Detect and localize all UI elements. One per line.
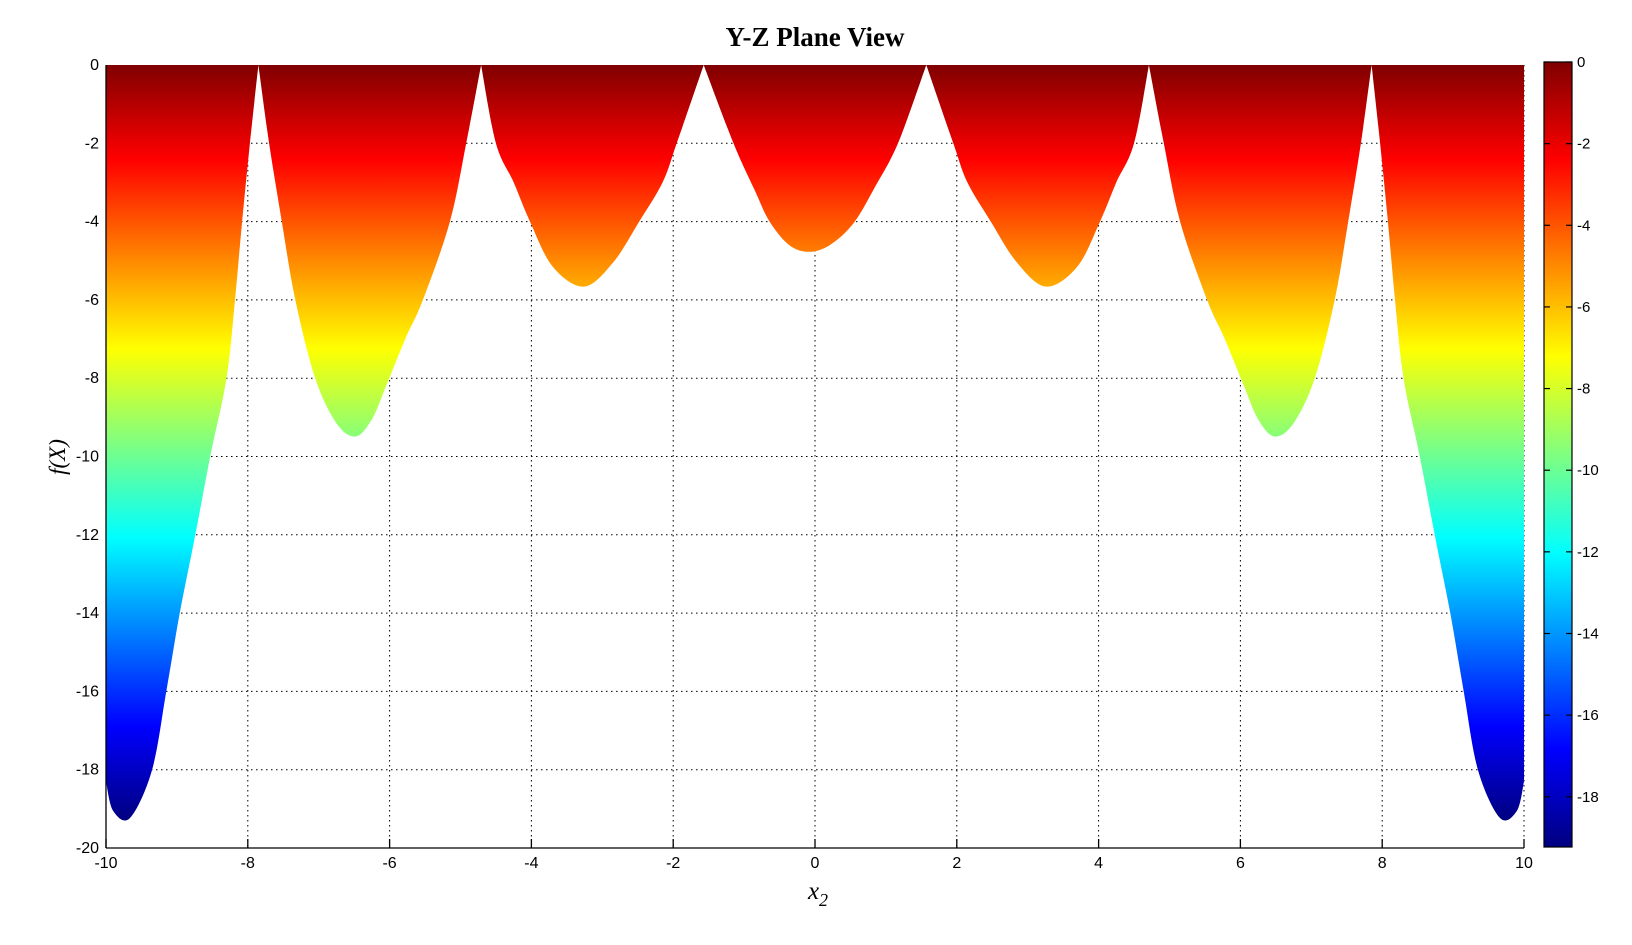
chart-title: Y-Z Plane View (725, 22, 905, 52)
y-tick-label: -10 (76, 449, 99, 466)
y-tick-label: 0 (90, 57, 99, 74)
y-tick-label: -8 (85, 370, 99, 387)
x-axis-label-base: x (807, 878, 820, 905)
x-tick-label: -2 (666, 855, 680, 872)
y-tick-label: -4 (85, 214, 99, 231)
y-tick-label: -20 (76, 840, 99, 857)
colorbar-tick-label: -8 (1577, 381, 1590, 398)
x-tick-label: 8 (1378, 855, 1387, 872)
y-tick-label: -6 (85, 292, 99, 309)
x-tick-label: 4 (1094, 855, 1103, 872)
x-tick-label: -4 (524, 855, 538, 872)
y-tick-label: -2 (85, 135, 99, 152)
y-tick-label: -18 (76, 762, 99, 779)
x-axis-label-subscript: 2 (819, 890, 829, 910)
x-tick-label: 10 (1515, 855, 1533, 872)
y-axis-label: f(X) (45, 439, 70, 475)
y-tick-label: -16 (76, 683, 99, 700)
surface-silhouette (106, 65, 1524, 821)
colorbar-tick-label: -16 (1577, 707, 1599, 724)
colorbar-gradient (1543, 61, 1573, 848)
colorbar-tick-label: -12 (1577, 544, 1599, 561)
y-tick-label: -12 (76, 527, 99, 544)
x-tick-label: -10 (94, 855, 117, 872)
colorbar-tick-label: -2 (1577, 136, 1590, 153)
x-tick-label: -8 (241, 855, 255, 872)
x-tick-label: 2 (952, 855, 961, 872)
colorbar-tick-label: -18 (1577, 789, 1599, 806)
colorbar-tick-label: -6 (1577, 299, 1590, 316)
colorbar-tick-label: -14 (1577, 626, 1599, 643)
x-tick-label: 0 (811, 855, 820, 872)
colorbar-tick-label: 0 (1577, 54, 1585, 71)
x-tick-label: 6 (1236, 855, 1245, 872)
y-tick-label: -14 (76, 605, 99, 622)
colorbar-tick-label: -4 (1577, 217, 1590, 234)
x-axis-label: x2 (808, 878, 828, 911)
x-tick-label: -6 (382, 855, 396, 872)
colorbar-tick-label: -10 (1577, 462, 1599, 479)
